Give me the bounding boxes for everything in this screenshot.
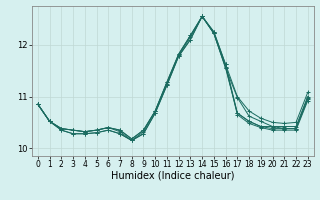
X-axis label: Humidex (Indice chaleur): Humidex (Indice chaleur) xyxy=(111,171,235,181)
